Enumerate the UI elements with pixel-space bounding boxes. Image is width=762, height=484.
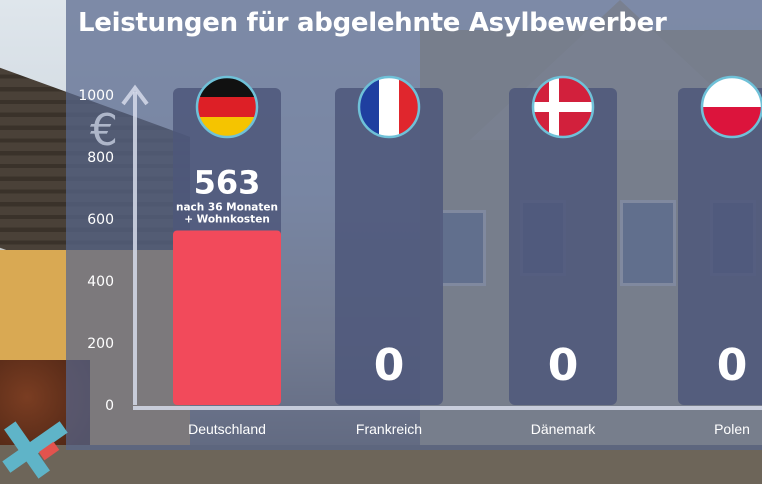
chart-title: Leistungen für abgelehnte Asylbewerber (78, 8, 667, 38)
column-bg-dänemark (509, 88, 617, 405)
euro-icon: € (90, 105, 118, 156)
flag-ring (357, 75, 421, 139)
category-label: Dänemark (531, 421, 597, 437)
y-tick-label: 1000 (78, 88, 114, 104)
y-axis-arrow-icon (121, 84, 149, 106)
ground (0, 445, 762, 484)
flag-ring (700, 75, 762, 139)
value-label: 563 (194, 163, 261, 201)
y-tick-label: 0 (105, 398, 114, 414)
y-tick-label: 600 (87, 212, 114, 228)
y-tick-label: 200 (87, 336, 114, 352)
value-label: 0 (374, 340, 405, 391)
category-label: Polen (714, 421, 750, 437)
category-label: Frankreich (356, 421, 422, 437)
column-bg-frankreich (335, 88, 443, 405)
y-tick-label: 400 (87, 274, 114, 290)
value-label: 0 (548, 340, 579, 391)
annotation-line: + Wohnkosten (184, 213, 270, 225)
column-bg-polen (678, 88, 762, 405)
denmark-flag-icon (533, 77, 593, 137)
bars (173, 230, 281, 405)
flag-cross (549, 77, 559, 137)
y-tick-label: 800 (87, 150, 114, 166)
value-label: 0 (717, 340, 748, 391)
flags (195, 75, 762, 139)
bar-deutschland (173, 230, 281, 405)
flag-ring (195, 75, 259, 139)
flag-stripe (197, 97, 257, 117)
flag-cross (533, 102, 593, 112)
y-axis: €0 200 400 600 800 1000 (78, 84, 762, 414)
flag-stripe (702, 77, 762, 107)
flag-stripe (379, 77, 399, 137)
annotation-line: nach 36 Monaten (176, 201, 278, 213)
category-label: Deutschland (188, 421, 266, 437)
flag-ring (531, 75, 595, 139)
